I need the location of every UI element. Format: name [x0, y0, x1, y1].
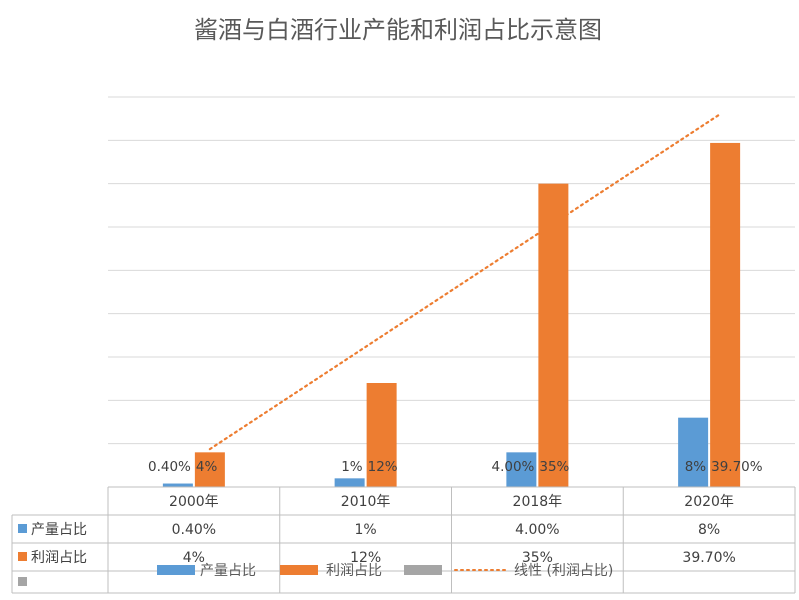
- bar-output-share: [506, 452, 537, 487]
- legend-swatch-empty: [404, 565, 442, 575]
- table-cell: 1%: [355, 522, 377, 538]
- table-cell: 35%: [522, 550, 553, 566]
- table-row-label: 利润占比: [31, 550, 87, 566]
- legend-label-output: 产量占比: [200, 563, 256, 579]
- category-label: 2018年: [513, 494, 563, 510]
- category-label: 2020年: [684, 494, 734, 510]
- table-cell: 39.70%: [682, 550, 735, 566]
- table-legend-key: [18, 552, 27, 561]
- legend-swatch-profit: [280, 565, 318, 575]
- data-label-profit: 35%: [539, 459, 569, 475]
- data-label-output: 4.00%: [491, 459, 534, 475]
- table-row-label: 产量占比: [31, 522, 87, 538]
- bar-profit-share: [710, 142, 741, 487]
- category-label: 2000年: [169, 494, 219, 510]
- table-cell: 12%: [350, 550, 381, 566]
- table-cell: 8%: [698, 522, 720, 538]
- legend-label-trendline: 线性 (利润占比): [514, 563, 613, 579]
- legend-label-profit: 利润占比: [326, 563, 382, 579]
- data-label-profit: 4%: [196, 459, 218, 475]
- table-cell: 4%: [183, 550, 205, 566]
- category-label: 2010年: [341, 494, 391, 510]
- data-label-output: 8%: [685, 459, 707, 475]
- data-label-output: 0.40%: [148, 459, 191, 475]
- legend-swatch-output: [157, 565, 195, 575]
- bar-profit-share: [194, 452, 225, 487]
- bar-output-share: [678, 417, 709, 487]
- data-label-profit: 12%: [368, 459, 398, 475]
- bar-output-share: [334, 478, 365, 487]
- data-label-output: 1%: [341, 459, 363, 475]
- bar-profit-share: [538, 183, 569, 487]
- trendline: [208, 113, 721, 451]
- table-legend-key: [18, 524, 27, 533]
- chart-title: 酱酒与白酒行业产能和利润占比示意图: [194, 16, 602, 44]
- table-legend-key: [18, 577, 27, 586]
- table-cell: 0.40%: [172, 522, 216, 538]
- bar-output-share: [162, 483, 193, 487]
- bar-profit-share: [366, 383, 397, 487]
- table-cell: 4.00%: [515, 522, 559, 538]
- data-label-profit: 39.70%: [711, 459, 763, 475]
